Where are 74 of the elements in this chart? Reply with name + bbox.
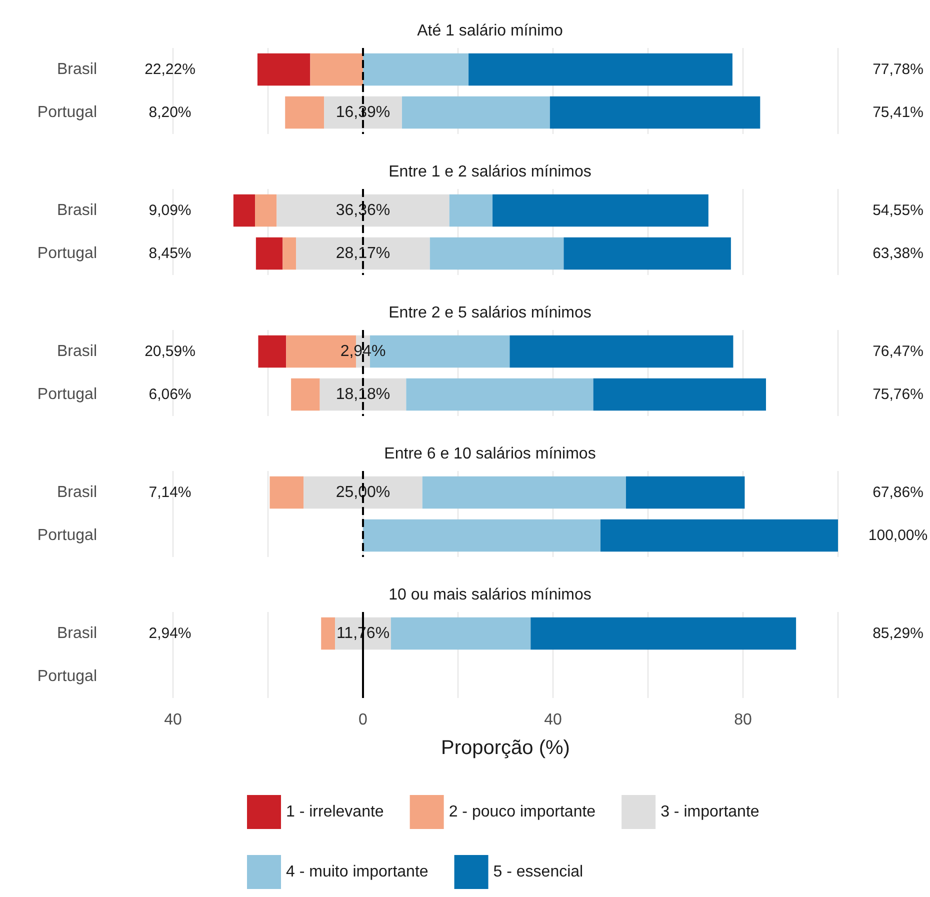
chart-title: Entre 2 e 5 salários mínimos bbox=[388, 304, 592, 322]
legend-label: 3 - importante bbox=[660, 804, 760, 820]
bar bbox=[626, 476, 745, 509]
y-tick-label: Brasil bbox=[56, 484, 97, 501]
annotation: 22,22% bbox=[144, 61, 196, 78]
annotation: 8,45% bbox=[148, 245, 192, 262]
text: 75,76% bbox=[872, 386, 924, 403]
bar bbox=[510, 335, 734, 368]
bar bbox=[550, 96, 760, 129]
annotation: 20,59% bbox=[144, 343, 196, 360]
annotation: 8,20% bbox=[148, 104, 192, 121]
bar bbox=[282, 237, 296, 270]
x-tick-label: 40 bbox=[164, 712, 182, 728]
bar bbox=[363, 519, 600, 552]
y-tick-label: Portugal bbox=[37, 668, 97, 685]
bar bbox=[492, 194, 708, 227]
bar bbox=[430, 237, 564, 270]
bar bbox=[296, 237, 430, 270]
bar bbox=[593, 378, 766, 411]
annotation: 9,09% bbox=[148, 202, 192, 219]
text: 100,00% bbox=[868, 527, 928, 544]
annotation: 7,14% bbox=[148, 484, 192, 501]
text: 63,38% bbox=[872, 245, 924, 262]
y-tick-label: Brasil bbox=[56, 343, 97, 360]
y-tick-label: Portugal bbox=[37, 386, 97, 403]
legend-label: 4 - muito importante bbox=[286, 864, 428, 880]
legend-label: 1 - irrelevante bbox=[286, 804, 384, 820]
y-tick-label: Brasil bbox=[56, 625, 97, 642]
y-tick-label: Brasil bbox=[56, 61, 97, 78]
bar bbox=[257, 53, 310, 86]
text: 75,41% bbox=[872, 104, 924, 121]
bar bbox=[422, 476, 626, 509]
bar bbox=[258, 335, 286, 368]
data-label: 2,94% bbox=[340, 343, 386, 360]
bar bbox=[363, 53, 469, 86]
bar bbox=[304, 476, 422, 509]
bar bbox=[285, 96, 324, 129]
chart-title: 10 ou mais salários mínimos bbox=[388, 586, 592, 604]
data-label: 25,00% bbox=[336, 484, 390, 501]
y-tick-label: Portugal bbox=[37, 527, 97, 544]
bar bbox=[406, 378, 594, 411]
bar bbox=[564, 237, 731, 270]
bar bbox=[449, 194, 493, 227]
bar bbox=[310, 53, 363, 86]
annotation: 2,94% bbox=[148, 625, 192, 642]
bar bbox=[276, 194, 450, 227]
bar bbox=[600, 519, 838, 552]
y-tick-label: Portugal bbox=[37, 104, 97, 121]
chart-title: Até 1 salário mínimo bbox=[417, 22, 564, 40]
data-label: 36,36% bbox=[336, 202, 390, 219]
x-tick-label: 0 bbox=[358, 712, 368, 728]
x-tick-label: 40 bbox=[544, 712, 562, 728]
y-tick-label: Portugal bbox=[37, 245, 97, 262]
text: 76,47% bbox=[872, 343, 924, 360]
text: 67,86% bbox=[872, 484, 924, 501]
text: 54,55% bbox=[872, 202, 924, 219]
legend-label: 2 - pouco importante bbox=[448, 804, 596, 820]
data-label: 16,39% bbox=[336, 104, 390, 121]
bar bbox=[270, 476, 304, 509]
x-tick-label: 80 bbox=[734, 712, 752, 728]
bar bbox=[256, 237, 283, 270]
bar bbox=[291, 378, 320, 411]
bar bbox=[402, 96, 550, 129]
chart-title: Entre 6 e 10 salários mínimos bbox=[384, 446, 596, 462]
y-tick-label: Brasil bbox=[56, 202, 97, 219]
bar bbox=[255, 194, 277, 227]
text: 85,29% bbox=[872, 625, 924, 642]
bar bbox=[468, 53, 732, 86]
annotation: 6,06% bbox=[148, 386, 192, 403]
bar bbox=[233, 194, 256, 227]
legend-label: 5 - essencial bbox=[493, 864, 584, 880]
text: 77,78% bbox=[872, 61, 924, 78]
chart-title: Entre 1 e 2 salários mínimos bbox=[388, 164, 592, 180]
x-axis-title: Proporção (%) bbox=[441, 737, 570, 759]
